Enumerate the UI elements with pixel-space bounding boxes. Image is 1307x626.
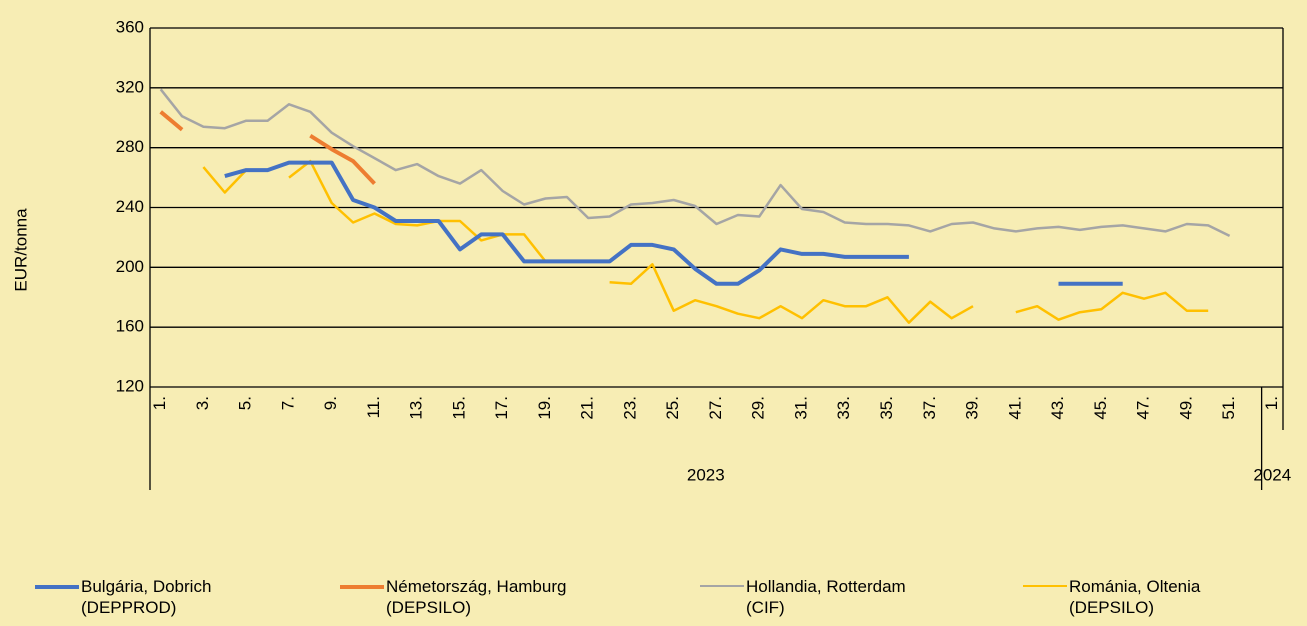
y-tick-label: 360 [116,17,144,36]
x-tick-label: 25. [663,396,682,420]
x-tick-label: 19. [535,396,554,420]
x-tick-label: 1. [150,396,169,410]
series-line [288,159,547,263]
series-line [159,110,184,132]
series-line [159,88,1231,238]
x-tick-label: 9. [321,396,340,410]
x-tick-label: 29. [749,396,768,420]
x-tick-label: 7. [278,396,297,410]
legend-label: Németország, Hamburg (DEPSILO) [386,577,567,617]
x-tick-label: 33. [834,396,853,420]
x-tick-label: 31. [791,396,810,420]
legend-item: Románia, Oltenia (DEPSILO) [1023,576,1200,618]
x-group-label: 2023 [687,465,725,484]
legend-item: Németország, Hamburg (DEPSILO) [340,576,566,618]
y-tick-label: 280 [116,137,144,156]
x-tick-label: 5. [236,396,255,410]
legend-label: Bulgária, Dobrich (DEPPROD) [81,577,212,617]
y-tick-label: 160 [116,317,144,336]
x-tick-label: 11. [364,396,383,418]
y-tick-label: 240 [116,197,144,216]
x-tick-label: 49. [1176,396,1195,420]
legend-swatch [1023,585,1067,587]
x-tick-label: 17. [492,396,511,420]
series-line [1015,291,1209,321]
legend-label: Románia, Oltenia (DEPSILO) [1069,577,1201,617]
x-tick-label: 35. [877,396,896,420]
legend-swatch [340,585,384,589]
series-line [609,263,974,324]
chart: EUR/tonna 120 160 200 240 280 320 360 1. 3. 5. 7. 9… [11,17,1291,490]
x-tick-label: 37. [920,396,939,420]
x-tick-label: 1. [1262,396,1281,410]
x-tick-label: 15. [449,396,468,420]
x-tick-label: 47. [1134,396,1153,420]
legend-item: Hollandia, Rotterdam (CIF) [700,576,906,618]
x-tick-label: 51. [1219,396,1238,420]
x-tick-label: 13. [407,396,426,420]
legend-swatch [35,585,79,589]
legend-item: Bulgária, Dobrich (DEPPROD) [35,576,211,618]
x-tick-label: 23. [620,396,639,420]
x-tick-label: 41. [1005,396,1024,420]
y-tick-label: 320 [116,77,144,96]
legend-swatch [700,585,744,587]
y-tick-label: 120 [116,376,144,395]
y-tick-label: 200 [116,257,144,276]
series-line [224,160,909,286]
x-tick-label: 3. [193,396,212,410]
x-tick-label: 43. [1048,396,1067,420]
x-tick-label: 45. [1091,396,1110,420]
legend: Bulgária, Dobrich (DEPPROD) Németország, … [0,576,1307,626]
x-tick-label: 39. [963,396,982,420]
y-axis-label: EUR/tonna [11,208,30,292]
series-line [309,134,376,185]
x-tick-label: 27. [706,396,725,420]
series-line [202,166,248,194]
legend-label: Hollandia, Rotterdam (CIF) [746,577,906,617]
x-tick-label: 21. [578,396,597,420]
x-group-label: 2024 [1253,465,1291,484]
